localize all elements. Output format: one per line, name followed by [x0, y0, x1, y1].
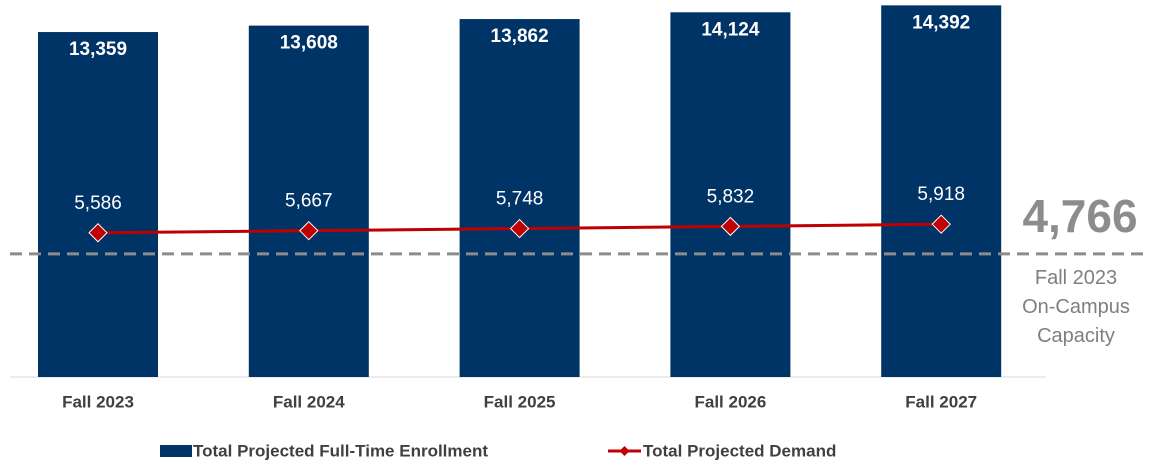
- line-value-label: 5,832: [707, 186, 755, 207]
- line-marker: [88, 223, 108, 243]
- reference-label: 4,766: [1022, 190, 1137, 242]
- x-tick-label: Fall 2024: [273, 392, 345, 411]
- bar: [459, 19, 580, 377]
- legend-swatch: [160, 445, 192, 457]
- bar: [881, 5, 1002, 377]
- line-marker: [299, 220, 319, 241]
- bar-value-label: 14,392: [912, 12, 970, 33]
- x-tick-label: Fall 2023: [62, 392, 134, 411]
- reference-text: Fall 2023: [1035, 267, 1117, 289]
- reference-text: Capacity: [1037, 325, 1115, 347]
- bar: [248, 25, 369, 377]
- x-tick-label: Fall 2025: [484, 392, 556, 411]
- bar-value-label: 13,608: [280, 33, 338, 54]
- bar-value-label: 13,359: [69, 39, 127, 60]
- line-marker: [720, 216, 741, 237]
- line-value-label: 5,918: [917, 184, 965, 205]
- bar: [670, 12, 791, 378]
- line-value-label: 5,667: [285, 191, 333, 212]
- bar-value-label: 13,862: [491, 26, 549, 47]
- legend-label: Total Projected Demand: [643, 441, 836, 460]
- line-value-label: 5,586: [74, 193, 122, 214]
- bar: [38, 32, 158, 378]
- reference-text: On-Campus: [1022, 296, 1130, 318]
- legend-swatch: [619, 446, 630, 456]
- line-marker: [931, 214, 951, 234]
- line-marker: [509, 218, 530, 239]
- x-tick-label: Fall 2026: [694, 392, 766, 411]
- x-tick-label: Fall 2027: [905, 392, 977, 411]
- line-value-label: 5,748: [496, 189, 544, 210]
- bar-value-label: 14,124: [701, 19, 760, 40]
- legend-label: Total Projected Full-Time Enrollment: [193, 441, 488, 460]
